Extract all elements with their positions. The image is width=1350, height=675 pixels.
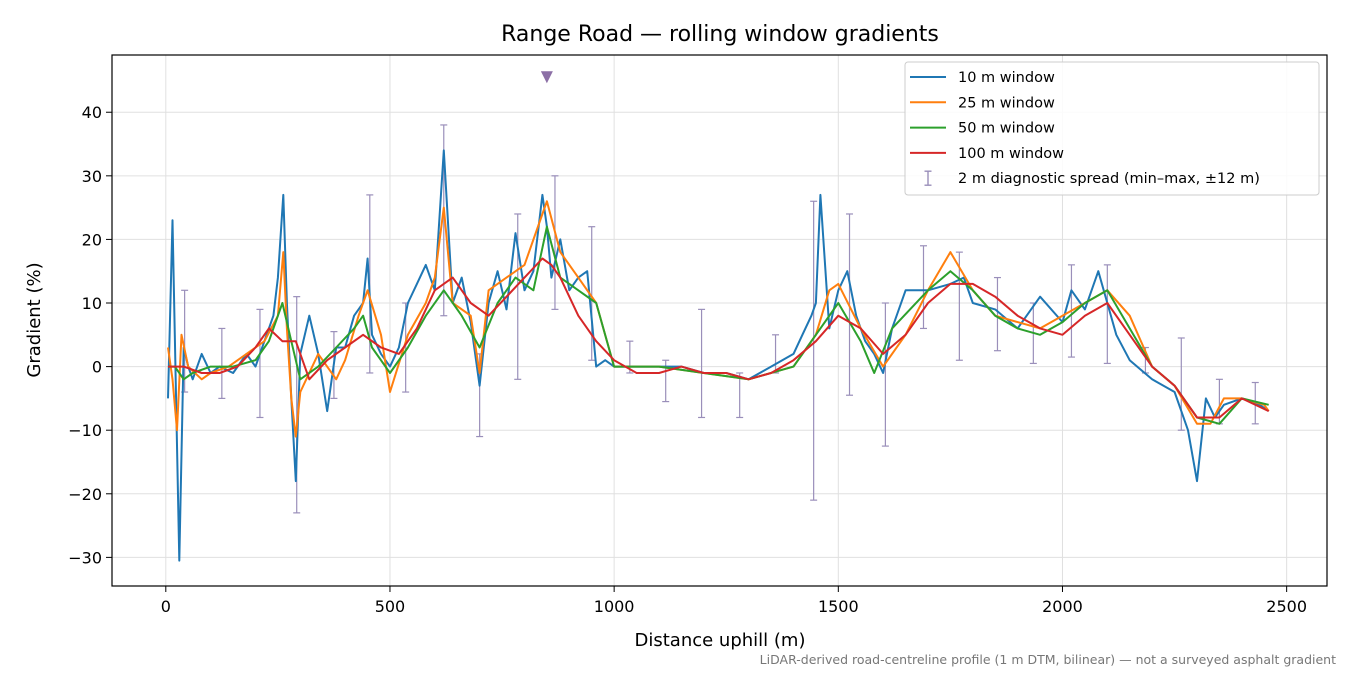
- error-bar: [551, 175, 559, 310]
- legend: 10 m window 25 m window 50 m window 100 m w…: [904, 61, 1320, 196]
- legend-errorbar-swatch: [924, 170, 932, 186]
- legend-label: 2 m diagnostic spread (min–max, ±12 m): [958, 171, 1260, 187]
- y-axis-ticks: −30 −20 −10 0 10 20 30 40: [68, 103, 112, 567]
- error-bar: [993, 276, 1001, 352]
- marker-triangle: [540, 71, 553, 84]
- y-tick-label: −10: [68, 421, 102, 440]
- series-line-2: [168, 225, 1269, 425]
- error-bar: [588, 226, 596, 361]
- error-bar: [626, 340, 634, 374]
- error-bar: [919, 245, 927, 330]
- x-tick-label: 2000: [1042, 597, 1083, 616]
- error-bar: [218, 327, 226, 400]
- y-tick-label: 30: [82, 167, 102, 186]
- footnote: LiDAR-derived road-centreline profile (1…: [760, 652, 1336, 667]
- y-tick-label: 20: [82, 230, 102, 249]
- x-tick-label: 500: [375, 597, 406, 616]
- series-line-1: [167, 200, 1270, 438]
- y-tick-label: −30: [68, 548, 102, 567]
- y-axis-label: Gradient (%): [24, 262, 45, 377]
- y-tick-label: −20: [68, 485, 102, 504]
- peak-marker: [540, 71, 553, 84]
- legend-label: 50 m window: [958, 121, 1055, 137]
- chart-title: Range Road — rolling window gradients: [501, 22, 939, 47]
- error-bar: [810, 200, 818, 501]
- error-bar: [256, 308, 264, 419]
- legend-box: [904, 61, 1320, 196]
- series-line-0: [167, 149, 1270, 562]
- x-axis-ticks: 0 500 1000 1500 2000 2500: [161, 586, 1307, 616]
- error-bar: [736, 372, 744, 419]
- y-tick-label: 0: [92, 358, 102, 377]
- x-tick-label: 1000: [594, 597, 635, 616]
- error-bar: [1103, 264, 1111, 365]
- series-line-3: [168, 257, 1270, 419]
- x-tick-label: 0: [161, 597, 171, 616]
- error-bar: [1177, 337, 1185, 431]
- error-bar: [881, 302, 889, 447]
- y-tick-label: 40: [82, 103, 102, 122]
- x-tick-label: 1500: [818, 597, 859, 616]
- series-lines: [167, 149, 1270, 562]
- y-tick-label: 10: [82, 294, 102, 313]
- x-tick-label: 2500: [1266, 597, 1307, 616]
- legend-label: 25 m window: [958, 95, 1055, 111]
- error-bar: [772, 334, 780, 374]
- plot-frame: [111, 54, 1328, 587]
- error-bar: [955, 251, 963, 361]
- x-axis-label: Distance uphill (m): [635, 630, 806, 651]
- legend-label: 100 m window: [958, 146, 1064, 162]
- legend-label: 10 m window: [958, 70, 1055, 86]
- error-bar: [698, 308, 706, 419]
